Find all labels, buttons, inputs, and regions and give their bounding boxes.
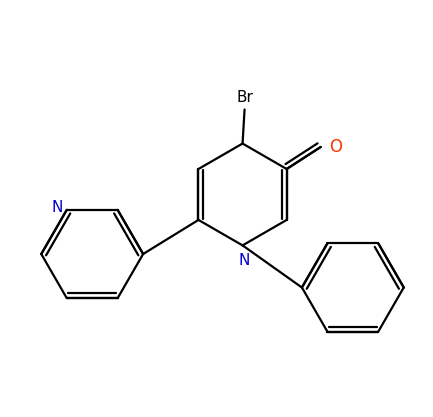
Text: O: O — [330, 138, 343, 156]
Text: Br: Br — [236, 90, 253, 105]
Text: N: N — [238, 253, 249, 268]
Text: N: N — [52, 201, 63, 216]
